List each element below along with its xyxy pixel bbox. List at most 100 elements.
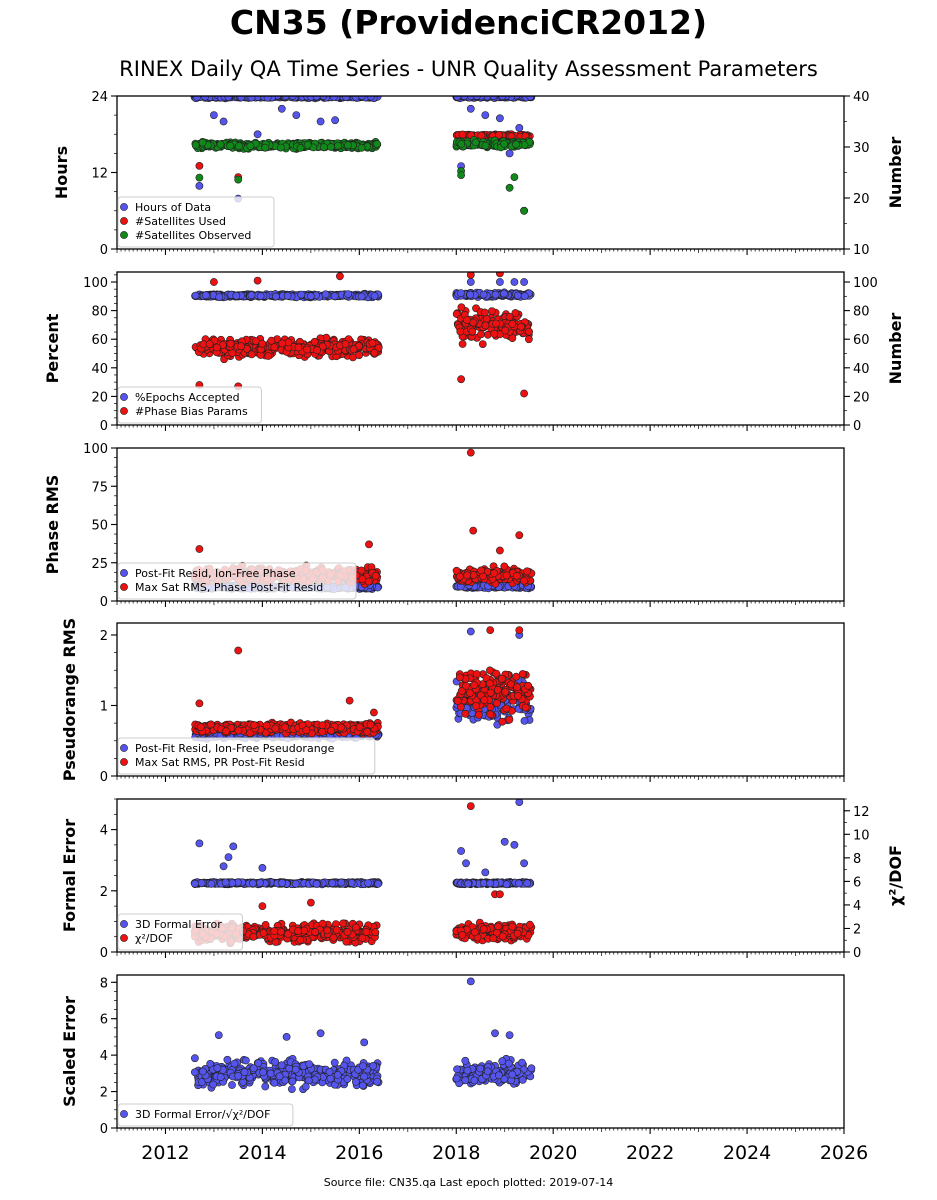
data-point — [371, 571, 380, 580]
data-point — [319, 96, 328, 100]
series-blue — [191, 278, 535, 302]
y-tick-label: 12 — [91, 167, 108, 182]
data-point — [520, 206, 528, 215]
chart-subtitle: RINEX Daily QA Time Series - UNR Quality… — [119, 57, 818, 81]
data-point — [303, 140, 312, 149]
data-point — [256, 292, 265, 300]
data-point — [209, 111, 218, 119]
data-point — [201, 96, 209, 101]
legend: %Epochs Accepted#Phase Bias Params — [117, 386, 262, 424]
data-point — [510, 278, 519, 286]
data-point — [481, 111, 490, 119]
legend-label: Max Sat RMS, Phase Post-Fit Resid — [135, 581, 323, 594]
data-point — [321, 290, 330, 299]
data-point — [283, 291, 292, 300]
data-point — [258, 339, 267, 348]
data-point — [318, 727, 327, 736]
data-point — [495, 278, 504, 286]
data-point — [520, 278, 528, 286]
data-point — [510, 173, 519, 181]
data-point — [466, 689, 474, 697]
data-point — [363, 727, 372, 736]
right-y-tick-label: 30 — [853, 141, 870, 156]
series-red — [191, 626, 535, 738]
data-point — [263, 96, 272, 102]
data-point — [474, 711, 483, 719]
right-y-axis-label: Number — [886, 137, 905, 209]
data-point — [357, 292, 366, 301]
data-point — [518, 670, 527, 678]
data-point — [365, 540, 373, 549]
data-point — [463, 571, 472, 580]
legend-label: Post-Fit Resid, Ion-Free Phase — [135, 567, 296, 580]
data-point — [508, 320, 517, 328]
right-y-tick-label: 40 — [853, 362, 870, 377]
data-point — [294, 343, 303, 352]
data-point — [306, 292, 315, 301]
y-tick-label: 0 — [100, 595, 108, 610]
data-point — [292, 111, 301, 119]
data-point — [490, 329, 499, 338]
y-tick-label: 24 — [91, 90, 108, 105]
data-point — [520, 292, 529, 300]
data-point — [319, 143, 328, 152]
data-point — [201, 291, 210, 300]
data-point — [523, 567, 531, 576]
data-point — [357, 143, 366, 152]
data-point — [480, 696, 489, 704]
data-point — [521, 703, 530, 712]
right-y-tick-label: 100 — [853, 276, 878, 291]
data-point — [458, 130, 467, 139]
series-blue — [190, 96, 536, 215]
data-point — [466, 272, 475, 279]
data-point — [492, 669, 501, 678]
y-tick-label: 20 — [91, 390, 108, 405]
y-tick-label: 75 — [91, 480, 108, 495]
data-point — [495, 546, 504, 555]
data-point — [196, 723, 205, 731]
data-point — [195, 161, 204, 170]
data-point — [505, 312, 514, 321]
data-point — [355, 723, 364, 732]
data-point — [487, 307, 496, 315]
data-point — [513, 683, 521, 692]
data-point — [477, 330, 485, 339]
legend-label: Hours of Data — [135, 201, 211, 214]
legend-label: %Epochs Accepted — [135, 391, 240, 404]
y-tick-label: 40 — [91, 362, 108, 377]
data-point — [520, 389, 528, 398]
data-point — [193, 96, 201, 101]
data-point — [316, 117, 325, 126]
data-point — [195, 173, 204, 182]
legend-marker — [120, 393, 128, 401]
data-point — [234, 646, 243, 655]
data-point — [209, 278, 218, 286]
data-point — [470, 681, 479, 690]
data-point — [466, 278, 475, 286]
legend-label: #Satellites Observed — [135, 229, 251, 242]
data-point — [468, 327, 477, 336]
data-point — [462, 681, 470, 690]
data-point — [479, 290, 488, 299]
data-point — [458, 340, 467, 348]
data-point — [515, 626, 524, 634]
data-point — [195, 545, 204, 553]
right-y-tick-label: 0 — [853, 419, 861, 434]
data-point — [226, 339, 235, 348]
legend-label: #Satellites Used — [135, 215, 226, 228]
data-point — [453, 697, 462, 705]
data-point — [505, 183, 514, 192]
data-point — [247, 350, 256, 359]
data-point — [501, 326, 510, 335]
data-point — [222, 727, 230, 736]
data-point — [485, 679, 494, 688]
data-point — [253, 130, 262, 139]
right-y-tick-label: 60 — [853, 333, 870, 348]
data-point — [310, 337, 319, 346]
data-point — [341, 340, 350, 348]
data-point — [520, 576, 528, 585]
data-point — [329, 96, 338, 101]
panel-2: 0 20 40 60 80 100 Percent 0 20 40 60 80 100 Number %Ep… — [43, 271, 905, 434]
data-point — [318, 342, 327, 351]
